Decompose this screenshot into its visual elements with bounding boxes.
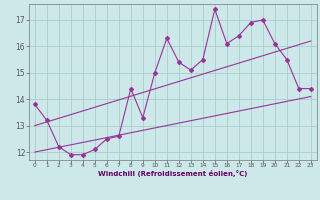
X-axis label: Windchill (Refroidissement éolien,°C): Windchill (Refroidissement éolien,°C) xyxy=(98,170,247,177)
